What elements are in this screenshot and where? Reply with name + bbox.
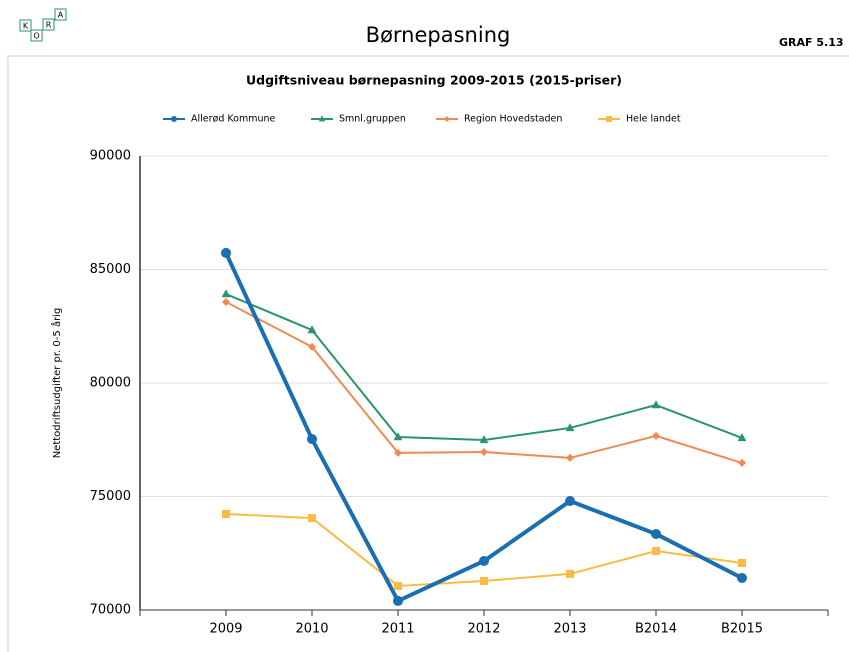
marker (393, 432, 403, 441)
marker (651, 528, 661, 539)
marker (221, 247, 231, 258)
logo-box (30, 29, 43, 42)
marker (480, 448, 488, 457)
x-tick-label: 2012 (467, 622, 500, 637)
logo-letter: A (58, 11, 64, 20)
marker (738, 458, 746, 467)
marker (318, 115, 326, 122)
y-axis-label: Nettodriftsudgifter pr. 0-5 årig (50, 308, 63, 459)
legend-label: Smnl.gruppen (339, 114, 406, 125)
legend-label: Allerød Kommune (191, 114, 276, 125)
chart-title: Udgiftsniveau børnepasning 2009-2015 (20… (246, 73, 622, 88)
marker (738, 559, 746, 568)
marker (737, 572, 747, 583)
logo-box (42, 18, 55, 31)
x-tick-label: B2015 (721, 622, 763, 637)
y-tick-label: 90000 (90, 149, 131, 164)
graph-id: GRAF 5.13 (779, 36, 844, 49)
logo-letter: O (33, 32, 39, 41)
chart-frame (7, 55, 849, 652)
marker (737, 433, 747, 442)
series-line (224, 252, 743, 603)
marker (307, 434, 317, 445)
marker (651, 400, 661, 409)
y-tick-label: 80000 (90, 376, 131, 391)
marker (394, 448, 402, 457)
marker (479, 555, 489, 566)
marker (444, 116, 450, 122)
marker (393, 595, 403, 606)
marker (565, 496, 575, 507)
marker (479, 435, 489, 444)
legend-label: Hele landet (626, 114, 681, 125)
y-tick-label: 75000 (90, 489, 131, 504)
marker (171, 116, 177, 122)
y-tick-label: 70000 (90, 603, 131, 618)
marker (652, 546, 660, 555)
x-tick-label: 2011 (381, 622, 414, 637)
series-line (225, 512, 743, 587)
x-tick-label: 2009 (209, 622, 242, 637)
marker (221, 289, 231, 298)
logo: K O R A (19, 8, 67, 42)
marker (222, 509, 230, 518)
marker (308, 514, 316, 523)
marker (307, 325, 317, 334)
logo-letter: R (46, 21, 52, 30)
marker (566, 569, 574, 578)
marker (606, 116, 612, 122)
x-tick-label: 2013 (553, 622, 586, 637)
marker (394, 581, 402, 590)
marker (566, 453, 574, 462)
marker (308, 342, 316, 351)
x-tick-label: 2010 (295, 622, 328, 637)
marker (222, 297, 230, 306)
y-tick-label: 85000 (90, 262, 131, 277)
marker (652, 431, 660, 440)
logo-letter: K (23, 22, 29, 31)
legend-label: Region Hovedstaden (464, 114, 562, 125)
logo-box (54, 8, 67, 21)
page-title: Børnepasning (366, 23, 511, 47)
x-tick-label: B2014 (635, 622, 677, 637)
marker (565, 423, 575, 432)
marker (480, 576, 488, 585)
logo-box (19, 19, 32, 32)
